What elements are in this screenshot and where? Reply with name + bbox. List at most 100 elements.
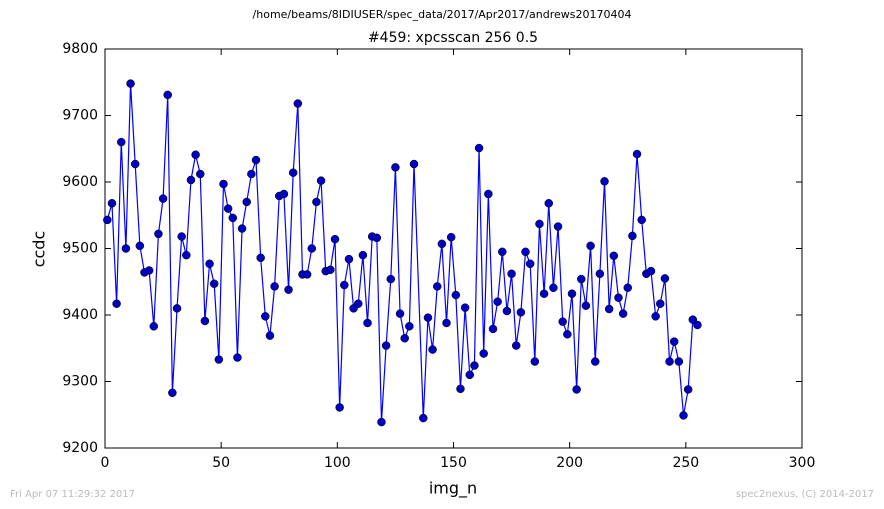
data-point <box>460 303 470 312</box>
plot-frame <box>104 48 803 449</box>
data-point <box>316 176 326 185</box>
data-point <box>646 266 656 276</box>
data-point <box>484 189 493 199</box>
data-point <box>423 313 433 322</box>
data-point <box>293 99 303 108</box>
data-point <box>651 312 660 321</box>
data-point <box>103 215 112 225</box>
data-point <box>437 239 447 249</box>
data-point <box>511 341 521 350</box>
data-point <box>330 234 340 244</box>
x-axis-label: img_n <box>429 479 477 499</box>
data-point <box>409 159 419 169</box>
data-point <box>618 309 628 318</box>
data-point <box>614 293 623 302</box>
data-point <box>256 253 265 263</box>
data-point <box>493 297 502 306</box>
data-point <box>312 197 321 207</box>
data-point <box>372 233 382 243</box>
data-point <box>637 215 646 225</box>
data-point <box>270 282 279 291</box>
data-point <box>516 308 526 317</box>
y-tick-label: 9300 <box>62 374 98 390</box>
data-point <box>172 304 182 313</box>
data-point <box>381 341 391 350</box>
suptitle: /home/beams/8IDIUSER/spec_data/2017/Apr2… <box>253 8 632 21</box>
data-point <box>451 290 461 300</box>
data-point <box>586 241 595 251</box>
data-point <box>163 90 172 100</box>
data-point <box>391 163 400 172</box>
data-point <box>600 177 609 186</box>
data-point <box>265 331 275 340</box>
data-point <box>521 247 530 257</box>
data-point <box>112 299 121 308</box>
data-point <box>567 289 577 298</box>
y-tick-label: 9700 <box>62 108 98 124</box>
data-point <box>279 189 289 199</box>
y-axis-label: ccdc <box>30 231 49 268</box>
data-point <box>284 285 293 294</box>
data-point <box>539 289 549 298</box>
data-point <box>581 301 591 310</box>
data-point <box>395 309 405 318</box>
data-point <box>683 385 693 394</box>
data-point <box>344 254 354 264</box>
y-tick-label: 9200 <box>62 440 98 456</box>
data-point <box>219 179 228 189</box>
data-point <box>363 318 372 328</box>
data-point <box>154 229 163 239</box>
x-tick-label: 300 <box>789 455 816 471</box>
data-point <box>488 324 498 334</box>
data-point <box>628 231 637 241</box>
data-point <box>191 150 200 159</box>
y-tick-label: 9800 <box>62 41 98 57</box>
data-point <box>446 232 456 242</box>
data-point <box>126 79 135 88</box>
data-point <box>590 357 600 366</box>
data-point <box>549 283 558 292</box>
data-point <box>386 274 396 284</box>
data-point <box>577 274 586 284</box>
x-tick-label: 0 <box>101 455 110 471</box>
footer-right: spec2nexus, (C) 2014-2017 <box>736 489 874 500</box>
data-point <box>623 283 632 292</box>
data-point <box>544 199 554 208</box>
data-point <box>335 403 344 412</box>
data-point <box>669 337 679 346</box>
data-point <box>340 280 349 290</box>
data-point <box>604 304 614 314</box>
data-point <box>558 317 567 326</box>
data-point <box>121 244 131 253</box>
data-point <box>182 250 191 260</box>
data-point <box>498 247 507 257</box>
data-point <box>214 355 224 364</box>
data-point <box>135 241 145 251</box>
data-point <box>223 204 233 213</box>
data-point <box>149 322 159 331</box>
data-point <box>674 357 684 366</box>
data-point <box>251 155 261 165</box>
data-point <box>428 345 437 354</box>
data-point <box>288 168 298 177</box>
data-point <box>405 322 414 331</box>
data-point <box>632 149 642 159</box>
data-point <box>144 266 154 275</box>
data-point <box>353 299 363 308</box>
data-point <box>237 224 247 233</box>
data-point <box>261 312 270 321</box>
data-point <box>400 334 409 343</box>
data-point <box>130 159 140 169</box>
data-point <box>247 169 256 179</box>
chart-title: #459: xpcsscan 256 0.5 <box>368 30 538 46</box>
x-tick-label: 50 <box>212 455 230 471</box>
data-point <box>326 265 335 275</box>
data-point <box>233 353 242 362</box>
data-point <box>117 137 126 147</box>
data-point <box>209 279 219 288</box>
data-point <box>479 349 488 358</box>
data-point <box>525 259 535 269</box>
data-point <box>679 411 688 420</box>
data-point <box>158 194 168 203</box>
data-point <box>456 384 465 394</box>
